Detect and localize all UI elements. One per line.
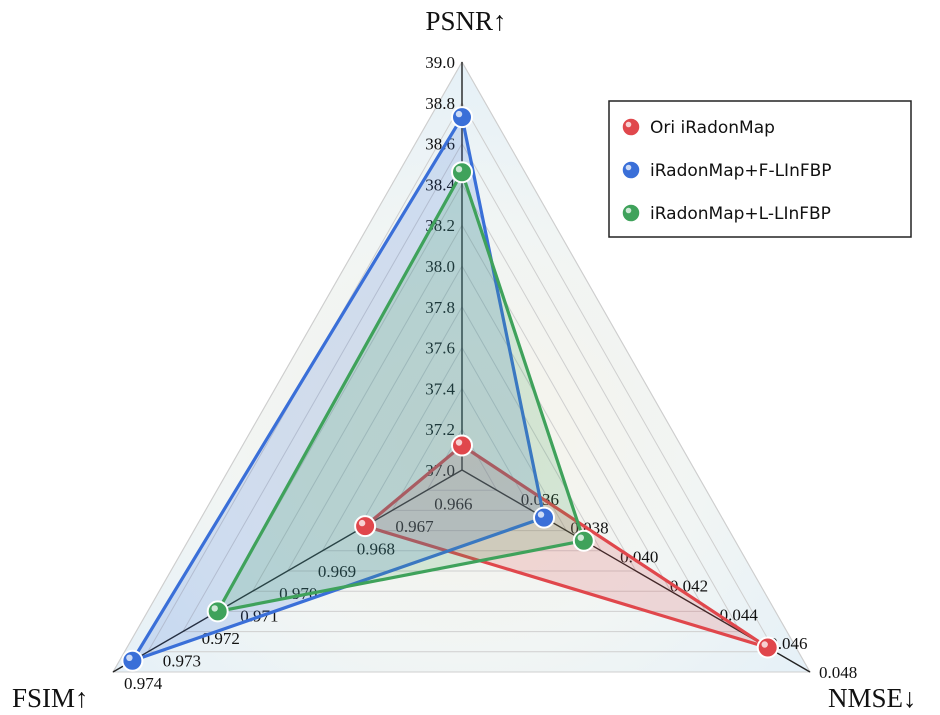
series-point-highlight — [211, 605, 218, 612]
grid-ring — [356, 346, 568, 532]
axis-title-0: PSNR↑ — [425, 6, 506, 36]
series-point — [121, 649, 144, 672]
series-polygons — [130, 115, 770, 663]
tick-label: 0.967 — [395, 517, 434, 536]
series-point — [451, 106, 473, 129]
series-point-highlight — [761, 641, 768, 648]
series-point — [451, 161, 473, 184]
tick-label: 37.2 — [425, 420, 455, 439]
tick-label: 37.0 — [425, 461, 455, 480]
grid-ring — [391, 387, 533, 511]
series-point — [756, 636, 779, 659]
axis-line-2 — [112, 469, 463, 673]
tick-label: 0.046 — [769, 634, 807, 653]
series-point — [354, 515, 377, 538]
tick-label: 0.969 — [318, 562, 356, 581]
tick-label: 0.044 — [720, 605, 759, 624]
tick-label: 37.6 — [425, 339, 455, 358]
tick-label: 38.0 — [425, 257, 455, 276]
series-point-highlight — [577, 534, 584, 541]
tick-labels: 37.037.237.437.637.838.038.238.438.638.8… — [124, 53, 857, 693]
series-point-highlight — [126, 654, 133, 661]
series-point-highlight — [358, 519, 366, 527]
legend-marker — [621, 117, 641, 137]
tick-label: 0.974 — [124, 674, 163, 693]
tick-label: 0.966 — [434, 494, 472, 513]
series-point-highlight — [537, 511, 545, 518]
axis-titles: PSNR↑ NMSE↓ FSIM↑ — [12, 6, 917, 713]
legend-label: iRadonMap+F-LInFBP — [650, 161, 832, 181]
series-point — [206, 600, 229, 623]
series-polygon-0 — [363, 443, 770, 650]
grid-ring — [321, 305, 603, 552]
series-polygon-2 — [216, 170, 586, 614]
legend-marker — [621, 160, 641, 180]
tick-label: 0.968 — [357, 539, 395, 558]
legend-marker-highlight — [625, 207, 632, 214]
grid-ring — [286, 264, 637, 572]
legend-box — [608, 100, 912, 238]
legend-label: iRadonMap+L-LInFBP — [650, 204, 831, 224]
series-point-highlight — [455, 439, 463, 446]
grid-ring — [112, 60, 811, 673]
legend: Ori iRadonMap iRadonMap+F-LInFBP iRadonMap… — [608, 100, 912, 238]
tick-label: 37.4 — [425, 379, 455, 398]
grid-ring — [251, 224, 672, 592]
legend-marker — [621, 203, 641, 223]
legend-marker-highlight — [625, 121, 632, 128]
legend-marker-highlight — [625, 164, 632, 171]
series-point — [572, 529, 595, 552]
series-markers — [121, 106, 779, 672]
tick-label: 38.4 — [425, 175, 455, 194]
tick-label: 0.973 — [163, 652, 201, 671]
tick-label: 39.0 — [425, 53, 455, 72]
axis-title-2: FSIM↑ — [12, 683, 89, 713]
tick-label: 38.8 — [425, 94, 455, 113]
tick-label: 37.8 — [425, 298, 455, 317]
series-point-highlight — [455, 166, 463, 173]
legend-label: Ori iRadonMap — [650, 118, 775, 138]
grid-ring — [181, 142, 742, 633]
tick-label: 0.048 — [819, 663, 857, 682]
tick-label: 0.040 — [620, 548, 658, 567]
series-point-highlight — [455, 110, 463, 118]
grid-ring — [216, 183, 707, 612]
axis-title-1: NMSE↓ — [828, 683, 917, 713]
series-point — [451, 434, 473, 457]
tick-label: 38.2 — [425, 216, 455, 235]
series-point — [533, 506, 555, 529]
